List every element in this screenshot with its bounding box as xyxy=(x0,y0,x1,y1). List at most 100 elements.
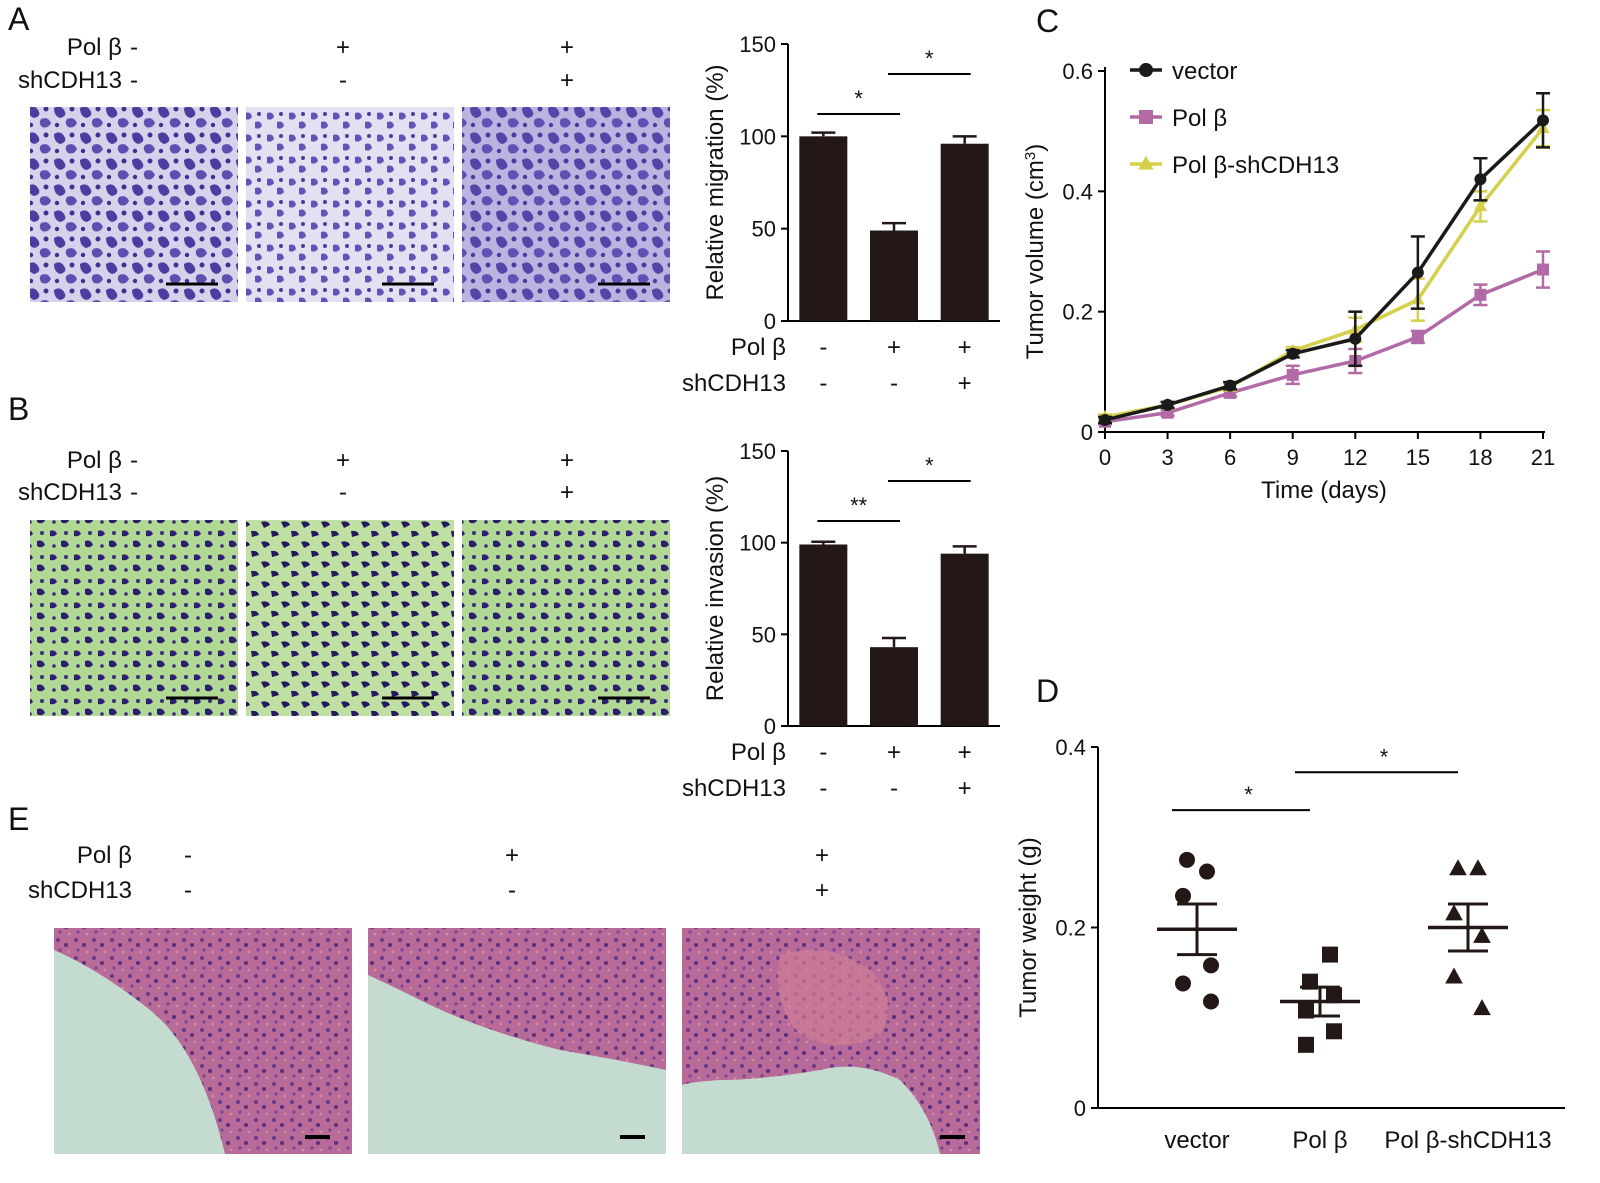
data-point xyxy=(1349,332,1362,345)
condition-value: + xyxy=(505,842,519,869)
condition-value: - xyxy=(890,775,898,802)
condition-label: Pol β xyxy=(67,34,122,61)
migration-image-1 xyxy=(30,107,238,302)
significance-marker: * xyxy=(925,453,934,478)
condition-value: - xyxy=(819,370,827,397)
y-tick-label: 0.4 xyxy=(1055,735,1086,760)
condition-value: + xyxy=(560,34,574,61)
condition-value: + xyxy=(815,877,829,904)
y-tick-label: 0.4 xyxy=(1062,179,1093,204)
y-tick-label: 50 xyxy=(752,217,776,242)
panel-a-micrographs xyxy=(30,107,670,302)
y-tick-label: 0.2 xyxy=(1055,916,1086,941)
data-point xyxy=(1286,368,1299,381)
series-line xyxy=(1104,119,1545,422)
data-point xyxy=(1326,1023,1342,1040)
x-category-label: Pol β xyxy=(1292,1127,1347,1154)
condition-label: Pol β xyxy=(731,334,786,361)
significance-marker: * xyxy=(854,86,863,111)
panel-letter-a: A xyxy=(8,1,30,37)
condition-value: - xyxy=(130,447,138,474)
data-point xyxy=(1474,173,1487,186)
bar xyxy=(799,544,848,726)
x-axis-label: Time (days) xyxy=(1261,477,1387,504)
condition-value: - xyxy=(339,479,347,506)
condition-label: shCDH13 xyxy=(28,877,132,904)
condition-value: + xyxy=(560,447,574,474)
data-point xyxy=(1224,379,1237,392)
condition-label: shCDH13 xyxy=(18,479,122,506)
condition-value: + xyxy=(887,739,901,766)
data-point xyxy=(1326,987,1342,1004)
significance-marker: ** xyxy=(850,493,868,518)
data-point xyxy=(1473,926,1491,943)
x-tick-label: 18 xyxy=(1468,445,1492,470)
tumor-volume-line-chart: 0 0.2 0.4 0.6 0 3 6 9 12 15 18 21 Time (days) Tumor v… xyxy=(1022,58,1556,504)
legend-marker xyxy=(1138,155,1154,170)
y-axis-label: Relative invasion (%) xyxy=(702,476,729,701)
condition-value: + xyxy=(958,334,972,361)
x-tick-label: 15 xyxy=(1406,445,1430,470)
invasion-image-3 xyxy=(462,520,670,716)
data-point xyxy=(1302,973,1318,990)
y-tick-label: 0.2 xyxy=(1062,300,1093,325)
x-tick-label: 0 xyxy=(1099,445,1111,470)
x-category-label: vector xyxy=(1164,1127,1229,1154)
condition-value: - xyxy=(508,877,516,904)
y-axis-label: Tumor weight (g) xyxy=(1015,837,1042,1018)
condition-label: Pol β xyxy=(77,842,132,869)
he-image-2-tissue xyxy=(368,928,666,1070)
migration-image-3-tint xyxy=(462,107,670,302)
y-tick-label: 50 xyxy=(752,622,776,647)
data-point xyxy=(1469,859,1487,876)
panel-e-condition-labels: Pol β - + + shCDH13 - - + xyxy=(28,842,829,904)
y-axis-label: Relative migration (%) xyxy=(702,64,729,300)
condition-value: - xyxy=(819,739,827,766)
data-point xyxy=(1537,263,1549,276)
data-point xyxy=(1298,1036,1314,1053)
y-tick-label: 0.6 xyxy=(1062,59,1093,84)
data-point xyxy=(1179,851,1195,868)
data-point xyxy=(1411,330,1424,343)
significance-marker: * xyxy=(1244,782,1253,807)
invasion-image-2 xyxy=(246,520,454,716)
invasion-image-1 xyxy=(30,520,238,716)
data-point xyxy=(1203,957,1219,974)
y-tick-label: 0 xyxy=(764,714,776,739)
panel-b-condition-labels: Pol β - + +shCDH13- - + xyxy=(18,447,574,506)
condition-label: shCDH13 xyxy=(682,370,786,397)
bar xyxy=(870,230,918,321)
condition-value: + xyxy=(958,739,972,766)
legend-marker xyxy=(1139,63,1153,77)
condition-value: + xyxy=(336,447,350,474)
condition-label: shCDH13 xyxy=(682,775,786,802)
condition-value: + xyxy=(815,842,829,869)
x-tick-label: 6 xyxy=(1224,445,1236,470)
data-point xyxy=(1175,975,1191,992)
x-category-label: Pol β-shCDH13 xyxy=(1384,1127,1551,1154)
condition-value: - xyxy=(184,877,192,904)
data-point xyxy=(1175,887,1191,904)
migration-image-2 xyxy=(246,107,454,302)
significance-marker: * xyxy=(1380,744,1389,769)
legend-label: Pol β xyxy=(1172,105,1227,132)
y-tick-label: 0 xyxy=(764,309,776,334)
y-axis-label: Tumor volume (cm3) xyxy=(1022,144,1050,359)
condition-value: + xyxy=(336,34,350,61)
tumor-weight-scatter-plot: 0 0.2 0.4 Tumor weight (g) vector Pol β Pol β-… xyxy=(1015,735,1565,1154)
bar xyxy=(870,647,918,726)
migration-image-3 xyxy=(462,107,670,302)
data-point xyxy=(1298,1002,1314,1019)
condition-label: Pol β xyxy=(67,447,122,474)
condition-label: Pol β xyxy=(731,739,786,766)
condition-value: - xyxy=(130,67,138,94)
condition-value: + xyxy=(958,370,972,397)
y-tick-label: 150 xyxy=(739,439,776,464)
condition-value: - xyxy=(184,842,192,869)
data-point xyxy=(1445,904,1463,921)
data-point xyxy=(1474,288,1487,301)
condition-value: + xyxy=(560,67,574,94)
y-tick-label: 100 xyxy=(739,124,776,149)
y-tick-label: 150 xyxy=(739,32,776,57)
